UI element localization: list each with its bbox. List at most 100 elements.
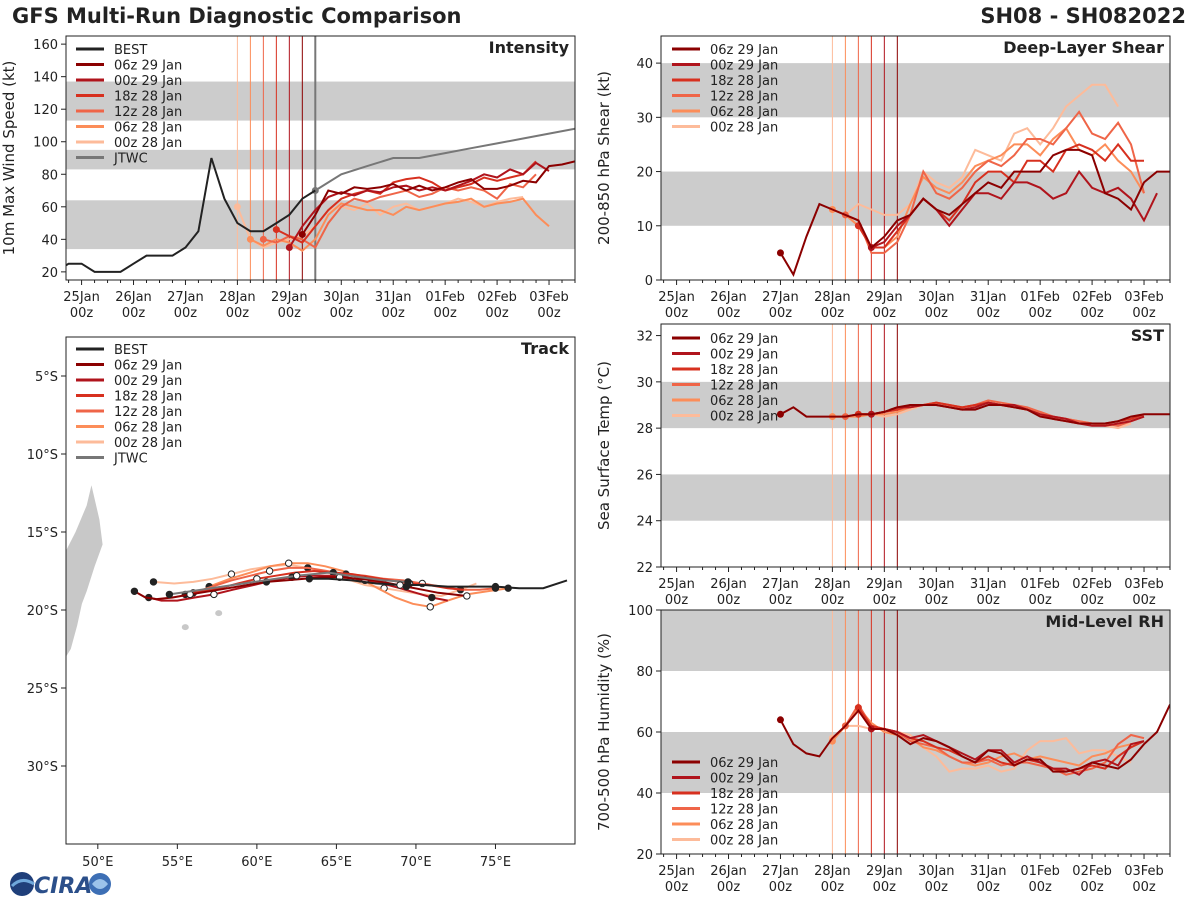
series-line-06z-29-jan: [780, 404, 1170, 425]
series-line-jtwc: [314, 127, 575, 192]
track-day-marker: [428, 593, 436, 602]
x-tick-hour-label: 00z: [977, 306, 1001, 321]
legend-label: 00z 29 Jan: [710, 348, 778, 363]
y-tick-label: 15°S: [27, 526, 58, 541]
x-tick-label: 25Jan: [658, 577, 695, 592]
series-start-marker: [246, 235, 254, 243]
panel-title: Track: [521, 339, 569, 358]
series-group: [66, 127, 575, 273]
x-tick-label: 02Feb: [1072, 577, 1112, 592]
legend-label: 00z 28 Jan: [710, 834, 778, 849]
legend-label: 06z 29 Jan: [114, 359, 182, 374]
legend-label: 18z 28 Jan: [710, 363, 778, 378]
series-line-00z-28-jan: [832, 83, 1119, 217]
legend-label: 18z 28 Jan: [710, 787, 778, 802]
x-tick-label: 30Jan: [918, 290, 955, 305]
storm-id-title: SH08 - SH082022: [980, 4, 1186, 28]
legend-label: 00z 29 Jan: [710, 772, 778, 787]
x-tick-hour-label: 00z: [174, 306, 198, 321]
x-tick-label: 31Jan: [970, 290, 1007, 305]
legend-label: 12z 28 Jan: [710, 803, 778, 818]
x-tick-label: 28Jan: [814, 864, 851, 879]
legend-label: 00z 28 Jan: [114, 436, 182, 451]
panel-title: SST: [1131, 326, 1164, 345]
x-tick-label: 29Jan: [271, 290, 308, 305]
track-line-best: [309, 577, 568, 590]
x-tick-label: 50°E: [82, 855, 113, 870]
x-tick-hour-label: 00z: [1132, 593, 1156, 608]
series-start-marker: [285, 243, 293, 251]
series-start-marker: [233, 203, 241, 211]
madagascar-land: [66, 485, 103, 657]
x-tick-label: 03Feb: [1124, 864, 1164, 879]
x-tick-label: 25Jan: [658, 290, 695, 305]
track-day-marker: [426, 603, 434, 611]
x-tick-label: 26Jan: [115, 290, 152, 305]
x-tick-label: 02Feb: [1072, 864, 1112, 879]
legend-label: 00z 29 Jan: [710, 59, 778, 74]
x-tick-hour-label: 00z: [925, 306, 949, 321]
x-tick-label: 30Jan: [918, 577, 955, 592]
legend-label: 06z 28 Jan: [710, 818, 778, 833]
x-tick-hour-label: 00z: [821, 593, 845, 608]
reunion-island: [181, 624, 189, 631]
x-tick-label: 70°E: [400, 855, 431, 870]
x-tick-label: 30Jan: [918, 864, 955, 879]
series-group: [776, 83, 1170, 277]
y-tick-label: 60: [636, 726, 653, 741]
cira-logo: CIRA: [4, 866, 114, 900]
x-tick-hour-label: 00z: [769, 880, 793, 895]
legend-label: 00z 29 Jan: [114, 374, 182, 389]
y-axis-label: 700-500 hPa Humidity (%): [595, 633, 613, 831]
x-tick-label: 29Jan: [866, 290, 903, 305]
x-tick-label: 55°E: [162, 855, 193, 870]
legend-label: 06z 28 Jan: [710, 105, 778, 120]
legend-label: 00z 29 Jan: [114, 74, 182, 89]
x-tick-label: 03Feb: [1124, 577, 1164, 592]
track-day-marker: [210, 590, 218, 599]
x-tick-label: 02Feb: [1072, 290, 1112, 305]
y-tick-label: 120: [33, 103, 58, 118]
band-1: [66, 149, 575, 170]
track-day-marker: [149, 578, 158, 586]
legend-label: 18z 28 Jan: [710, 74, 778, 89]
y-tick-label: 24: [636, 515, 653, 530]
x-tick-hour-label: 00z: [433, 306, 457, 321]
y-tick-label: 32: [636, 330, 653, 345]
x-tick-hour-label: 00z: [1028, 306, 1052, 321]
x-tick-label: 65°E: [321, 855, 352, 870]
y-axis-label: 200-850 hPa Shear (kt): [595, 71, 613, 245]
page-title: GFS Multi-Run Diagnostic Comparison: [12, 4, 462, 28]
series-line-18z-28-jan: [857, 142, 1144, 249]
y-tick-label: 80: [41, 168, 58, 183]
x-tick-hour-label: 00z: [873, 880, 897, 895]
series-start-marker: [259, 235, 267, 243]
x-tick-label: 26Jan: [710, 290, 747, 305]
chart-track: 50°E 55°E 60°E 65°E 70°E 75°E 5°S 10°S 15°S 20°S 2…: [27, 336, 576, 870]
x-tick-label: 28Jan: [814, 290, 851, 305]
x-tick-label: 02Feb: [477, 290, 517, 305]
x-tick-label: 60°E: [241, 855, 272, 870]
series-line-06z-29-jan: [779, 704, 1170, 773]
x-tick-label: 01Feb: [1020, 577, 1060, 592]
y-tick-label: 40: [636, 57, 653, 72]
y-tick-label: 100: [628, 604, 653, 619]
x-tick-label: 01Feb: [425, 290, 465, 305]
y-tick-label: 80: [636, 665, 653, 680]
legend-label: 12z 28 Jan: [710, 379, 778, 394]
y-tick-label: 0: [645, 274, 653, 289]
x-tick-label: 31Jan: [375, 290, 412, 305]
track-day-marker: [130, 587, 139, 595]
y-axis-label: Sea Surface Temp (°C): [595, 361, 613, 530]
series-start-marker: [776, 249, 784, 257]
band-2: [66, 81, 575, 121]
y-tick-label: 30: [636, 376, 653, 391]
x-tick-hour-label: 00z: [1080, 880, 1104, 895]
x-tick-hour-label: 00z: [821, 306, 845, 321]
series-line-best: [66, 157, 316, 273]
legend-label: 06z 28 Jan: [710, 394, 778, 409]
x-tick-label: 28Jan: [219, 290, 256, 305]
